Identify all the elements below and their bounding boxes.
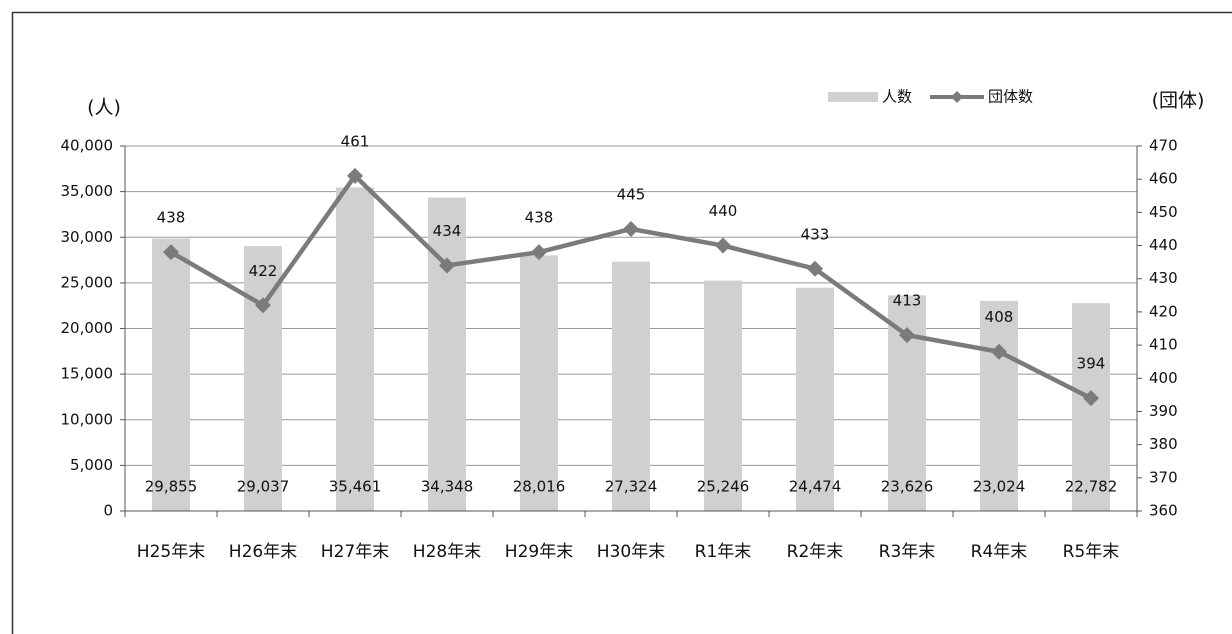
bar: [796, 287, 834, 511]
line-value-label: 445: [617, 185, 646, 203]
x-tick-label: H30年末: [597, 542, 665, 562]
line-marker: [347, 167, 363, 184]
y2-tick-label: 450: [1149, 203, 1178, 221]
y2-tick-label: 430: [1149, 269, 1178, 287]
y-tick-label: 15,000: [61, 365, 114, 383]
bar-value-label: 22,782: [1065, 478, 1118, 496]
x-tick-label: R4年末: [971, 542, 1028, 562]
y-tick-label: 20,000: [61, 319, 114, 337]
y2-tick-label: 370: [1149, 468, 1178, 486]
y-tick-label: 30,000: [61, 228, 114, 246]
frame: [11, 11, 1232, 634]
x-tick-label: H28年末: [413, 542, 481, 562]
y-tick-label: 35,000: [61, 182, 114, 200]
bar-value-label: 29,855: [145, 478, 198, 496]
bar-value-label: 25,246: [697, 478, 750, 496]
x-tick-label: H29年末: [505, 542, 573, 562]
bar-value-label: 23,024: [973, 478, 1026, 496]
legend-label: 人数: [882, 88, 912, 106]
line-marker: [807, 260, 823, 277]
y2-tick-label: 420: [1149, 302, 1178, 320]
x-tick-label: R3年末: [879, 542, 936, 562]
y-tick-label: 5,000: [70, 456, 113, 474]
y-axis-title: (人): [87, 97, 121, 119]
bar: [980, 300, 1018, 511]
bar: [428, 197, 466, 511]
y2-tick-label: 380: [1149, 435, 1178, 453]
bar: [152, 238, 190, 511]
line-marker: [623, 220, 639, 237]
x-tick-label: R1年末: [695, 542, 752, 562]
y2-tick-label: 410: [1149, 336, 1178, 354]
line-marker: [255, 297, 271, 314]
legend-swatch: [828, 92, 878, 102]
x-tick-label: H25年末: [137, 542, 205, 562]
line-value-label: 408: [985, 308, 1014, 326]
x-tick-label: H27年末: [321, 542, 389, 562]
bar: [1072, 303, 1110, 511]
line-value-label: 413: [893, 292, 922, 310]
x-tick-label: R2年末: [787, 542, 844, 562]
line-value-label: 440: [709, 202, 738, 220]
line-value-label: 461: [341, 132, 370, 150]
bar-value-label: 23,626: [881, 478, 934, 496]
y2-axis-title: (団体): [1152, 90, 1205, 112]
bar-value-label: 24,474: [789, 478, 842, 496]
bar: [520, 255, 558, 511]
x-tick-label: H26年末: [229, 542, 297, 562]
bar: [336, 187, 374, 511]
y2-tick-label: 360: [1149, 502, 1178, 520]
legend-label: 団体数: [988, 88, 1033, 106]
legend-marker: [951, 91, 963, 103]
bar-value-label: 28,016: [513, 478, 566, 496]
line-value-label: 433: [801, 225, 830, 243]
x-tick-label: R5年末: [1063, 542, 1120, 562]
y2-tick-label: 440: [1149, 236, 1178, 254]
y-tick-label: 25,000: [61, 273, 114, 291]
line-value-label: 422: [249, 262, 278, 280]
y-tick-label: 0: [103, 502, 113, 520]
bar-value-label: 29,037: [237, 478, 290, 496]
line-marker: [991, 343, 1007, 360]
bar-value-label: 34,348: [421, 478, 474, 496]
y2-tick-label: 400: [1149, 369, 1178, 387]
line-value-label: 438: [525, 209, 554, 227]
line-value-label: 434: [433, 222, 462, 240]
line-value-label: 438: [157, 209, 186, 227]
y2-tick-label: 460: [1149, 170, 1178, 188]
bar-value-label: 27,324: [605, 478, 658, 496]
bar-value-label: 35,461: [329, 478, 382, 496]
line-marker: [531, 244, 547, 261]
y2-tick-label: 470: [1149, 137, 1178, 155]
bar: [612, 261, 650, 511]
y-tick-label: 40,000: [61, 137, 114, 155]
line-marker: [439, 257, 455, 274]
bar: [704, 280, 742, 511]
line-marker: [163, 244, 179, 261]
line-marker: [899, 327, 915, 344]
line-marker: [715, 237, 731, 254]
line-value-label: 394: [1077, 355, 1106, 373]
line-marker: [1083, 390, 1099, 407]
y2-tick-label: 390: [1149, 402, 1178, 420]
y-tick-label: 10,000: [61, 410, 114, 428]
